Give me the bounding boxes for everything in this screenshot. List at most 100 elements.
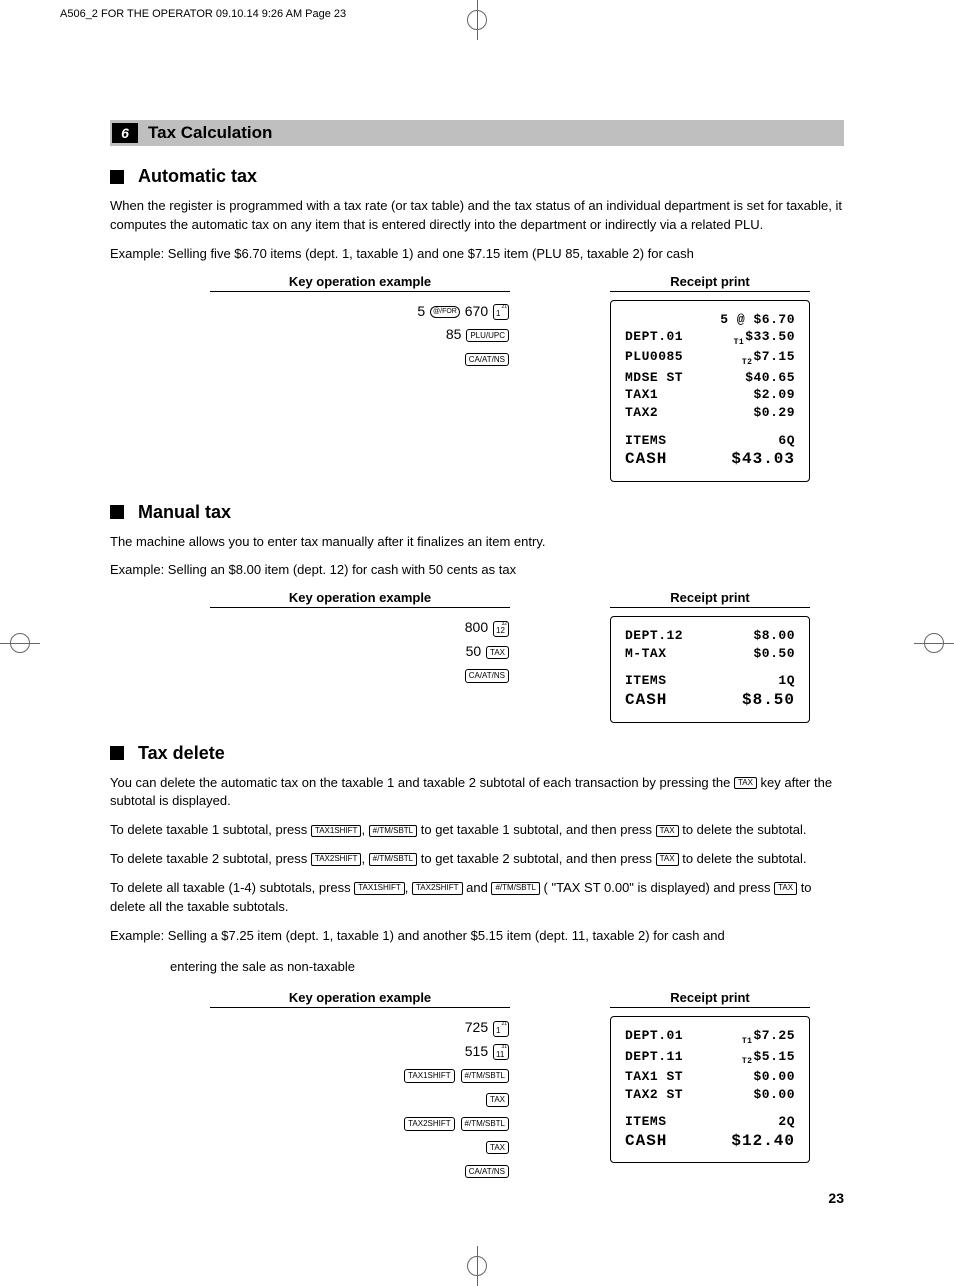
receipt-val: T1$33.50 xyxy=(734,328,795,348)
receipt-label: ITEMS xyxy=(625,672,667,690)
receipt-label: DEPT.11 xyxy=(625,1048,683,1068)
tax-key: TAX xyxy=(656,853,679,865)
receipt-val: 1Q xyxy=(778,672,795,690)
receipt-col: Receipt print DEPT.01T1$7.25 DEPT.11T2$5… xyxy=(610,990,810,1183)
tmsbtl-key: #/TM/SBTL xyxy=(369,825,417,837)
tmsbtl-key: #/TM/SBTL xyxy=(461,1117,509,1131)
receipt: DEPT.01 T1$7.25 DEPT.11 T2$5.15 TAX1 ST $0.… xyxy=(610,1016,810,1163)
delete-example-row: Key operation example 725 121 515 1131 T… xyxy=(110,990,844,1183)
receipt-col-head: Receipt print xyxy=(610,274,810,292)
receipt-label: TAX2 ST xyxy=(625,1086,683,1104)
section-number: 6 xyxy=(112,123,138,143)
receipt-label: DEPT.12 xyxy=(625,627,683,645)
key-col: Key operation example 5 @/FOR 670 121 85… xyxy=(210,274,510,482)
key-col: Key operation example 725 121 515 1131 T… xyxy=(210,990,510,1183)
receipt-label: M-TAX xyxy=(625,645,667,663)
receipt-cash-label: CASH xyxy=(625,449,667,471)
delete-example2: entering the sale as non-taxable xyxy=(170,958,844,977)
crop-mark-right xyxy=(914,623,954,663)
manual-example: Example: Selling an $8.00 item (dept. 12… xyxy=(110,561,844,580)
receipt-label: ITEMS xyxy=(625,1113,667,1131)
key-col-head: Key operation example xyxy=(210,990,510,1008)
key-text: 5 xyxy=(417,303,425,319)
key-col-head: Key operation example xyxy=(210,274,510,292)
heading-automatic-tax: Automatic tax xyxy=(110,166,844,187)
heading-tax-delete: Tax delete xyxy=(110,743,844,764)
crop-mark-left xyxy=(0,623,40,663)
tax-key: TAX xyxy=(486,1141,509,1155)
key-text: 670 xyxy=(465,303,488,319)
receipt-val: $40.65 xyxy=(745,369,795,387)
crop-mark-bottom xyxy=(457,1246,497,1286)
automatic-example-row: Key operation example 5 @/FOR 670 121 85… xyxy=(110,274,844,482)
dept-key: 121 xyxy=(493,304,509,320)
key-text: 50 xyxy=(466,643,482,659)
delete-body3: To delete taxable 2 subtotal, press TAX2… xyxy=(110,850,844,869)
receipt-cash-val: $43.03 xyxy=(731,449,795,471)
dept-key: 1232 xyxy=(493,621,509,637)
receipt: 5 @ $6.70 DEPT.01T1$33.50 PLU0085T2$7.15… xyxy=(610,300,810,482)
automatic-example: Example: Selling five $6.70 items (dept.… xyxy=(110,245,844,264)
receipt-label: ITEMS xyxy=(625,432,667,450)
key-text: 800 xyxy=(465,619,488,635)
heading-text: Manual tax xyxy=(138,502,231,523)
bullet-icon xyxy=(110,746,124,760)
automatic-body: When the register is programmed with a t… xyxy=(110,197,844,235)
receipt-val: $2.09 xyxy=(753,386,795,404)
tax2shift-key: TAX2SHIFT xyxy=(412,882,463,894)
receipt: DEPT.12 $8.00 M-TAX $0.50 ITEMS 1Q CASH $8.5… xyxy=(610,616,810,722)
key-text: 725 xyxy=(465,1019,488,1035)
heading-manual-tax: Manual tax xyxy=(110,502,844,523)
receipt-val: $0.00 xyxy=(753,1086,795,1104)
key-col-head: Key operation example xyxy=(210,590,510,608)
manual-example-row: Key operation example 800 1232 50 TAX CA… xyxy=(110,590,844,722)
receipt-val: $0.00 xyxy=(753,1068,795,1086)
receipt-val: $8.00 xyxy=(753,627,795,645)
tax2shift-key: TAX2SHIFT xyxy=(311,853,362,865)
receipt-label: MDSE ST xyxy=(625,369,683,387)
receipt-cash-label: CASH xyxy=(625,690,667,712)
key-text: 85 xyxy=(446,326,462,342)
receipt-label: DEPT.01 xyxy=(625,1027,683,1047)
tmsbtl-key: #/TM/SBTL xyxy=(369,853,417,865)
key-ops: 725 121 515 1131 TAX1SHIFT #/TM/SBTL TAX… xyxy=(210,1016,510,1183)
receipt-cash-val: $8.50 xyxy=(742,690,795,712)
tax-key: TAX xyxy=(734,777,757,789)
receipt-val: T1$7.25 xyxy=(742,1027,795,1047)
key-ops: 800 1232 50 TAX CA/AT/NS xyxy=(210,616,510,687)
bullet-icon xyxy=(110,170,124,184)
tax2shift-key: TAX2SHIFT xyxy=(404,1117,455,1131)
tax1shift-key: TAX1SHIFT xyxy=(354,882,405,894)
receipt-val: T2$7.15 xyxy=(742,348,795,368)
section-title: Tax Calculation xyxy=(148,123,272,143)
key-col: Key operation example 800 1232 50 TAX CA… xyxy=(210,590,510,722)
receipt-label: PLU0085 xyxy=(625,348,683,368)
dept-key: 121 xyxy=(493,1021,509,1037)
tax-key: TAX xyxy=(774,882,797,894)
receipt-cash-label: CASH xyxy=(625,1131,667,1153)
receipt-col-head: Receipt print xyxy=(610,590,810,608)
tax-key: TAX xyxy=(486,646,509,660)
receipt-label: TAX1 xyxy=(625,386,658,404)
bullet-icon xyxy=(110,505,124,519)
manual-body: The machine allows you to enter tax manu… xyxy=(110,533,844,552)
tax-key: TAX xyxy=(656,825,679,837)
receipt-col: Receipt print DEPT.12 $8.00 M-TAX $0.50 IT… xyxy=(610,590,810,722)
delete-example: Example: Selling a $7.25 item (dept. 1, … xyxy=(110,927,844,946)
content: 6 Tax Calculation Automatic tax When the… xyxy=(0,0,954,1263)
caatns-key: CA/AT/NS xyxy=(465,353,509,367)
receipt-col: Receipt print 5 @ $6.70 DEPT.01T1$33.50 … xyxy=(610,274,810,482)
delete-body4: To delete all taxable (1-4) subtotals, p… xyxy=(110,879,844,917)
receipt-label: TAX1 ST xyxy=(625,1068,683,1086)
tax1shift-key: TAX1SHIFT xyxy=(404,1069,455,1083)
crop-mark-top xyxy=(457,0,497,40)
heading-text: Tax delete xyxy=(138,743,225,764)
tmsbtl-key: #/TM/SBTL xyxy=(461,1069,509,1083)
receipt-label: DEPT.01 xyxy=(625,328,683,348)
dept-key: 1131 xyxy=(493,1044,509,1060)
receipt-val: $0.50 xyxy=(753,645,795,663)
atfor-key: @/FOR xyxy=(430,306,460,318)
receipt-label: TAX2 xyxy=(625,404,658,422)
tmsbtl-key: #/TM/SBTL xyxy=(491,882,539,894)
receipt-val: T2$5.15 xyxy=(742,1048,795,1068)
